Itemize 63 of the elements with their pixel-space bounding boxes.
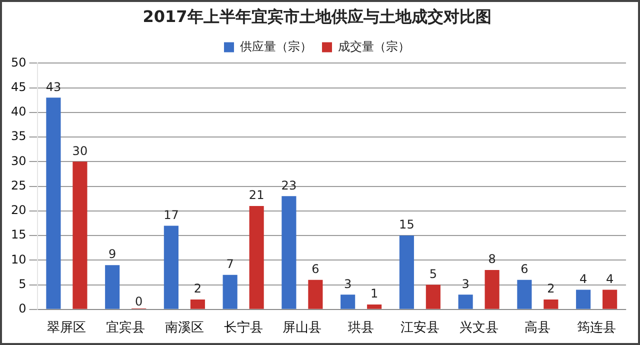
bar (367, 304, 382, 309)
bar (308, 280, 323, 309)
y-tick-label: 45 (10, 80, 26, 94)
bar (105, 265, 120, 309)
bar (222, 274, 238, 309)
bar (340, 294, 356, 309)
y-tick-label: 50 (10, 55, 26, 70)
y-tick-label: 20 (10, 203, 26, 218)
bar (164, 226, 178, 309)
data-label: 1 (370, 286, 378, 301)
data-label: 15 (399, 218, 414, 232)
legend-label: 供应量（宗） (240, 39, 312, 54)
bar (46, 98, 61, 309)
y-tick-label: 15 (10, 228, 26, 242)
data-label: 9 (108, 247, 116, 262)
x-tick-label: 屏山县 (282, 320, 322, 336)
chart-title: 2017年上半年宜宾市土地供应与土地成交对比图 (142, 6, 492, 26)
bar (576, 290, 591, 309)
x-tick-label: 翠屏区 (47, 320, 86, 336)
data-label: 3 (462, 276, 470, 291)
data-label: 23 (281, 178, 297, 192)
y-tick-label: 40 (10, 104, 26, 119)
data-label: 8 (488, 252, 496, 266)
data-label: 21 (248, 188, 264, 202)
legend-label: 成交量（宗） (338, 39, 410, 54)
bar (249, 206, 264, 309)
data-label: 7 (226, 257, 234, 272)
data-label: 3 (344, 276, 352, 291)
x-tick-label: 江安县 (400, 320, 440, 336)
data-label: 2 (194, 282, 202, 296)
y-tick-label: 30 (10, 154, 26, 168)
bar (602, 290, 618, 309)
bar (544, 300, 558, 309)
data-label: 2 (547, 282, 555, 296)
data-label: 0 (135, 294, 143, 309)
data-label: 30 (72, 144, 88, 158)
bar (458, 294, 473, 309)
bar (72, 162, 88, 309)
bar (484, 270, 500, 309)
bar (190, 300, 205, 309)
data-label: 6 (312, 262, 320, 276)
x-tick-label: 高县 (524, 320, 551, 336)
bar (426, 284, 440, 309)
data-label: 4 (606, 272, 614, 286)
x-tick-label: 宜宾县 (106, 320, 146, 336)
y-tick-label: 25 (10, 178, 26, 192)
bar (517, 280, 532, 309)
y-tick-label: 35 (10, 129, 26, 144)
x-tick-label: 兴文县 (459, 320, 498, 336)
y-tick-label: 10 (10, 252, 26, 266)
y-tick-label: 5 (18, 276, 26, 291)
y-tick-label: 0 (18, 302, 26, 316)
data-label: 17 (164, 208, 179, 222)
data-label: 4 (579, 272, 588, 286)
x-tick-label: 南溪区 (164, 320, 204, 336)
x-tick-label: 筠连县 (577, 320, 616, 336)
bar (282, 196, 296, 309)
x-tick-label: 长宁县 (224, 320, 263, 336)
x-tick-label: 珙县 (348, 320, 374, 336)
data-label: 6 (520, 262, 528, 276)
data-label: 43 (46, 80, 62, 94)
bar (399, 236, 414, 309)
data-label: 5 (429, 266, 438, 281)
